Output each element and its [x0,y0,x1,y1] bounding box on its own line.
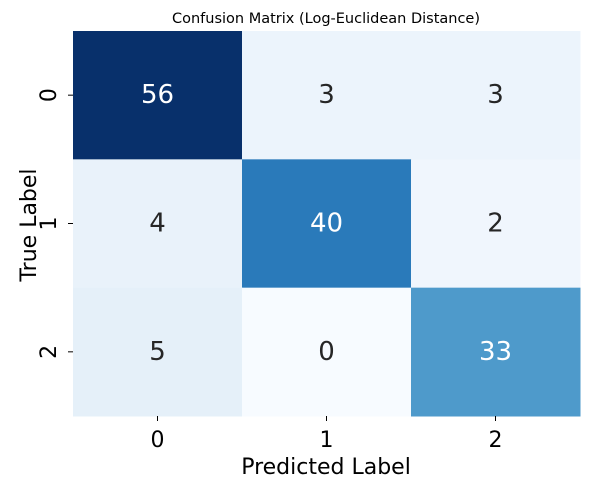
cell-value-0-0: 56 [141,80,174,110]
heatmap-cell-0-0 [73,31,243,160]
cell-value-0-2: 3 [487,80,504,110]
x-tick-label-2: 2 [489,428,503,453]
chart-title: Confusion Matrix (Log-Euclidean Distance… [172,11,480,27]
heatmap-cell-2-1 [242,287,412,417]
heatmap-cell-0-1 [242,31,412,160]
x-tick-label-0: 0 [151,428,165,453]
y-tick-label-0: 0 [37,88,62,102]
cell-value-1-2: 2 [487,209,504,239]
x-tick-label-1: 1 [320,428,334,453]
y-axis-ticks: 0 1 2 [37,88,73,359]
heatmap-cell-0-2 [411,31,581,160]
x-axis-ticks: 0 1 2 [151,416,503,453]
cell-value-2-1: 0 [318,337,335,367]
heatmap-cell-1-2 [411,159,581,289]
cell-value-1-1: 40 [310,209,343,239]
y-tick-label-2: 2 [37,345,62,359]
heatmap-cells [73,31,581,417]
heatmap-cell-1-1 [242,159,412,289]
cell-value-2-0: 5 [149,337,166,367]
cell-value-0-1: 3 [318,80,335,110]
cell-value-2-2: 33 [479,337,512,367]
heatmap-cell-2-0 [73,287,243,417]
cell-value-1-0: 4 [149,209,166,239]
heatmap-cell-2-2 [411,287,581,417]
heatmap-cell-1-0 [73,159,243,289]
y-tick-label-1: 1 [37,217,62,231]
x-axis-label: Predicted Label [241,455,411,480]
heatmap-cell-labels: 56 3 34 40 25 0 33 [141,80,512,367]
y-axis-label: True Label [17,168,42,282]
